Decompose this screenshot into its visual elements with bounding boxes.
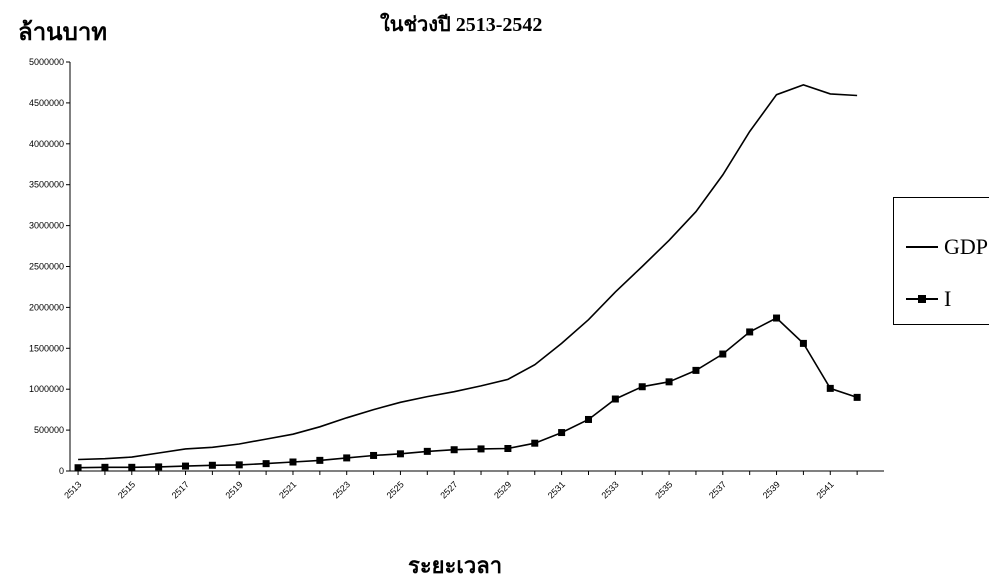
data-point-i (74, 464, 82, 472)
y-tick-label: 1000000 (29, 384, 64, 394)
x-tick-label: 2535 (653, 479, 674, 500)
data-point-i (128, 463, 136, 471)
data-point-i (370, 451, 378, 459)
data-point-i (504, 445, 512, 453)
data-point-i (665, 378, 673, 386)
data-point-i (235, 461, 243, 469)
chart-title: ในช่วงปี 2513-2542 (380, 14, 543, 36)
y-tick-label: 0 (59, 466, 64, 476)
x-tick-label: 2529 (492, 479, 513, 500)
data-point-i (477, 445, 485, 453)
y-tick-label: 3000000 (29, 221, 64, 231)
data-point-i (692, 366, 700, 374)
x-tick-label: 2519 (223, 479, 244, 500)
legend-item-gdp: GDP (904, 234, 988, 260)
data-point-i (316, 456, 324, 464)
data-point-i (423, 447, 431, 455)
x-tick-label: 2513 (62, 479, 83, 500)
data-point-i (719, 350, 727, 358)
data-point-i (396, 450, 404, 458)
series-line-i (78, 317, 858, 469)
y-tick-label: 5000000 (29, 57, 64, 67)
legend-line-swatch-gdp (906, 246, 938, 248)
legend-label-gdp: GDP (944, 234, 989, 259)
series-line-gdp (78, 84, 858, 461)
y-tick-label: 4500000 (29, 98, 64, 108)
data-point-i (155, 463, 163, 471)
x-tick-label: 2517 (170, 479, 191, 500)
data-point-i (826, 384, 834, 392)
legend-item-i: I (904, 286, 951, 312)
x-tick-label: 2537 (707, 479, 728, 500)
x-tick-label: 2539 (761, 479, 782, 500)
y-axis-unit-label: ล้านบาท (18, 20, 108, 46)
data-point-i (101, 463, 109, 471)
y-tick-label: 3500000 (29, 180, 64, 190)
chart-legend: GDP I (893, 197, 989, 325)
x-tick-label: 2521 (277, 479, 298, 500)
y-tick-label: 1500000 (29, 343, 64, 353)
legend-line-swatch-i (906, 295, 938, 303)
data-point-i (638, 383, 646, 391)
data-point-i (182, 462, 190, 470)
x-tick-label: 2515 (116, 479, 137, 500)
data-point-i (450, 446, 458, 454)
x-tick-label: 2527 (438, 479, 459, 500)
data-point-i (262, 460, 270, 468)
x-tick-label: 2525 (385, 479, 406, 500)
data-point-i (799, 339, 807, 347)
data-point-i (343, 454, 351, 462)
data-point-i (853, 393, 861, 401)
x-tick-label: 2533 (600, 479, 621, 500)
data-point-i (773, 314, 781, 322)
data-point-i (208, 461, 216, 469)
y-tick-label: 2500000 (29, 262, 64, 272)
legend-label-i: I (944, 286, 952, 311)
y-tick-label: 2000000 (29, 302, 64, 312)
data-point-i (746, 328, 754, 336)
x-tick-label: 2523 (331, 479, 352, 500)
data-point-i (289, 458, 297, 466)
data-point-i (584, 415, 592, 423)
data-point-i (611, 395, 619, 403)
data-point-i (531, 439, 539, 447)
data-point-i (558, 429, 566, 437)
y-tick-label: 4000000 (29, 139, 64, 149)
x-tick-label: 2541 (814, 479, 835, 500)
x-tick-label: 2531 (546, 479, 567, 500)
x-axis-label: ระยะเวลา (408, 553, 503, 578)
y-tick-label: 500000 (34, 425, 64, 435)
